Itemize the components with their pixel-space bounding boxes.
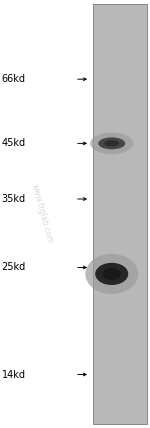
Text: 66kd: 66kd (2, 74, 26, 84)
Text: www.ttglab.com: www.ttglab.com (30, 183, 54, 245)
Ellipse shape (103, 268, 121, 280)
Text: 25kd: 25kd (2, 262, 26, 273)
Text: 14kd: 14kd (2, 369, 26, 380)
Ellipse shape (85, 254, 138, 294)
Text: 35kd: 35kd (2, 194, 26, 204)
Ellipse shape (104, 140, 119, 147)
Ellipse shape (98, 137, 125, 149)
Ellipse shape (95, 263, 128, 285)
Text: 45kd: 45kd (2, 138, 26, 149)
Bar (93, 4, 147, 424)
Ellipse shape (90, 133, 133, 154)
